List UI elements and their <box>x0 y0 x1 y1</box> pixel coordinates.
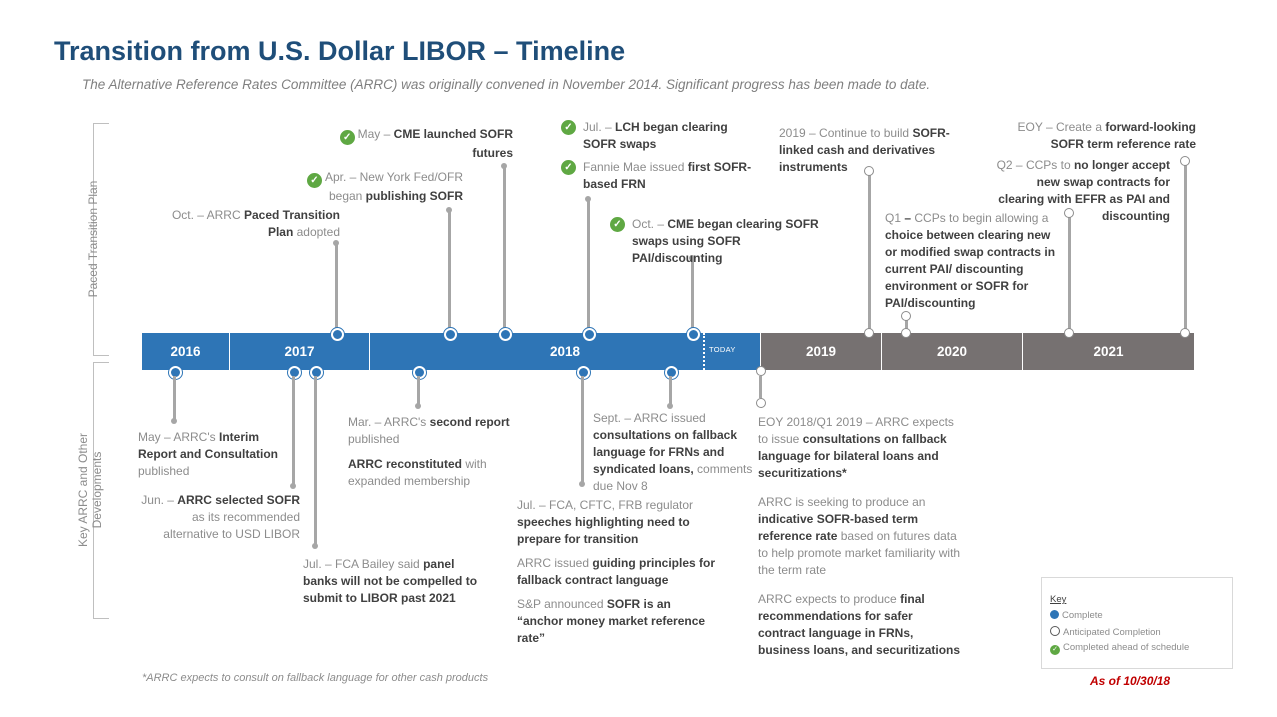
complete-marker <box>499 328 512 341</box>
anticipated-marker <box>1180 328 1190 338</box>
complete-marker <box>444 328 457 341</box>
event-eoy-2018: EOY 2018/Q1 2019 – ARRC expects to issue… <box>758 415 961 657</box>
stem <box>503 166 506 333</box>
year-2017: 2017 <box>230 333 369 370</box>
event-jul-2017: Jul. – FCA Bailey said panel banks will … <box>303 557 478 605</box>
year-separator <box>1022 333 1023 370</box>
top-bracket <box>93 123 94 355</box>
event-mar-2018: Mar. – ARRC's second report published AR… <box>348 415 510 488</box>
complete-marker <box>583 328 596 341</box>
stem <box>335 243 338 333</box>
anticipated-marker <box>864 328 874 338</box>
event-jul-2018-top: ✓ Jul. – LCH began clearing SOFR swaps ✓… <box>561 119 761 193</box>
stem <box>448 210 451 333</box>
complete-marker <box>687 328 700 341</box>
year-separator <box>881 333 882 370</box>
year-2016: 2016 <box>142 333 229 370</box>
stem-tip <box>667 403 673 409</box>
footnote: *ARRC expects to consult on fallback lan… <box>142 672 489 684</box>
anticipated-tip <box>864 166 874 176</box>
year-2018: 2018 <box>370 333 760 370</box>
check-icon: ✓ <box>339 130 355 145</box>
key-title: Key <box>1050 594 1067 605</box>
event-may-2018: ✓ May – CME launched SOFR futures <box>330 126 513 162</box>
key-row-ahead: ✓ Completed ahead of schedule <box>1050 642 1189 655</box>
check-icon: ✓ <box>1050 645 1060 655</box>
anticipated-tip <box>1180 156 1190 166</box>
event-q2-2020: Q2 – CCPs to no longer accept new swap c… <box>996 158 1170 223</box>
stem <box>587 199 590 333</box>
stem-tip <box>501 163 507 169</box>
stem <box>1068 216 1071 330</box>
bottom-bracket-tick <box>93 362 109 363</box>
stem <box>292 376 295 486</box>
event-2019: 2019 – Continue to build SOFR-linked cas… <box>779 126 950 174</box>
anticipated-tip <box>901 311 911 321</box>
bottom-bracket <box>93 362 94 618</box>
event-q1-2020: Q1 – CCPs to begin allowing a choice bet… <box>885 211 1056 310</box>
stem <box>173 376 176 422</box>
event-jul-2018-bottom: Jul. – FCA, CFTC, FRB regulator speeches… <box>517 498 716 645</box>
year-separator <box>229 333 230 370</box>
stem <box>691 258 694 333</box>
stem <box>759 376 762 398</box>
event-eoy-2021: EOY – Create a forward-looking SOFR term… <box>1017 120 1197 151</box>
year-2020: 2020 <box>882 333 1022 370</box>
event-apr-2018: ✓ Apr. – New York Fed/OFR began publishin… <box>290 169 463 205</box>
complete-marker <box>331 328 344 341</box>
complete-dot-icon <box>1050 610 1059 619</box>
stem-tip <box>312 543 318 549</box>
year-2019: 2019 <box>761 333 881 370</box>
page-subtitle: The Alternative Reference Rates Committe… <box>82 77 931 92</box>
stem <box>669 376 672 406</box>
stem <box>868 172 871 330</box>
anticipated-tip <box>756 398 766 408</box>
page-title: Transition from U.S. Dollar LIBOR – Time… <box>54 36 626 66</box>
today-marker <box>703 333 705 370</box>
event-oct-2018: ✓ Oct. – CME began clearing SOFR swaps u… <box>610 216 825 267</box>
side-label-paced: Paced Transition Plan <box>86 180 100 298</box>
check-icon: ✓ <box>610 217 625 232</box>
stem <box>581 376 584 484</box>
check-icon: ✓ <box>306 173 322 188</box>
as-of-date: As of 10/30/18 <box>1090 674 1171 688</box>
side-label-line1: Key ARRC and Other <box>76 432 90 548</box>
stem <box>314 376 317 546</box>
stem-tip <box>333 240 339 246</box>
legend-key: Key Complete Anticipated Completion ✓ Com… <box>1041 577 1233 669</box>
anticipated-marker <box>756 366 766 376</box>
event-sep-2018: Sept. – ARRC issued consultations on fal… <box>593 411 753 493</box>
key-row-anticipated: Anticipated Completion <box>1050 626 1161 638</box>
anticipated-marker <box>1064 328 1074 338</box>
stem-tip <box>415 403 421 409</box>
today-label: TODAY <box>709 345 736 354</box>
year-2021: 2021 <box>1023 333 1194 370</box>
stem <box>417 376 420 406</box>
stem <box>905 320 908 330</box>
event-jun-2017: Jun. – ARRC selected SOFR as its recomme… <box>141 493 300 541</box>
stem-tip <box>585 196 591 202</box>
top-bracket-tick <box>93 123 109 124</box>
stem-tip <box>290 483 296 489</box>
bottom-bracket-tick <box>93 618 109 619</box>
check-icon: ✓ <box>561 120 576 135</box>
stem-tip <box>171 418 177 424</box>
stem-tip <box>579 481 585 487</box>
side-label-key-arrc: Key ARRC and Other Developments <box>76 405 104 575</box>
stem-tip <box>689 255 695 261</box>
side-label-line2: Developments <box>90 451 104 529</box>
year-separator <box>760 333 761 370</box>
stem <box>1184 164 1187 330</box>
year-separator <box>369 333 370 370</box>
event-oct-2017: Oct. – ARRC Paced Transition Plan adopte… <box>171 208 340 239</box>
stem-tip <box>446 207 452 213</box>
key-row-complete: Complete <box>1050 610 1103 621</box>
top-bracket-tick <box>93 355 109 356</box>
anticipated-tip <box>1064 208 1074 218</box>
check-icon: ✓ <box>561 160 576 175</box>
anticipated-circle-icon <box>1050 626 1060 636</box>
event-may-2016: May – ARRC's Interim Report and Consulta… <box>138 430 278 478</box>
anticipated-marker <box>901 328 911 338</box>
